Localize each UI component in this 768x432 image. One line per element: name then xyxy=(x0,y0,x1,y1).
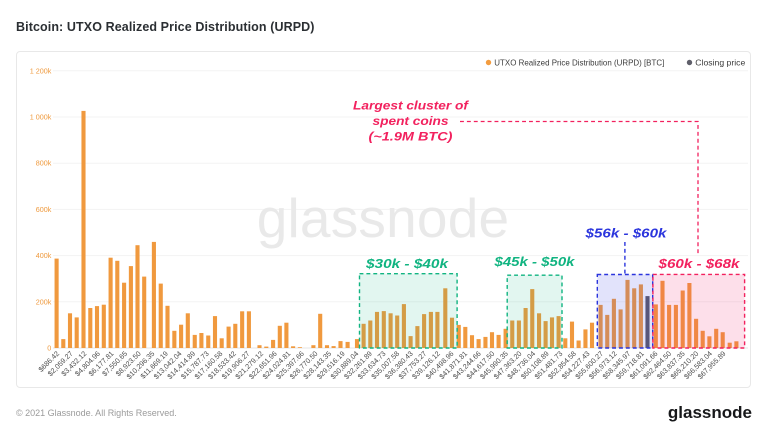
svg-text:1 200k: 1 200k xyxy=(30,66,52,75)
svg-text:(~1.9M BTC): (~1.9M BTC) xyxy=(369,131,453,143)
svg-text:400k: 400k xyxy=(36,251,52,260)
svg-text:$45k - $50k: $45k - $50k xyxy=(493,255,575,269)
svg-text:glassnode: glassnode xyxy=(257,187,510,249)
svg-text:UTXO Realized Price Distributi: UTXO Realized Price Distribution (URPD) … xyxy=(494,58,664,68)
svg-text:$30k - $40k: $30k - $40k xyxy=(365,257,450,271)
svg-text:$56k - $60k: $56k - $60k xyxy=(584,227,667,241)
svg-text:600k: 600k xyxy=(36,205,52,214)
svg-text:800k: 800k xyxy=(36,159,52,168)
svg-text:200k: 200k xyxy=(36,297,52,306)
svg-text:spent coins: spent coins xyxy=(373,116,449,128)
svg-text:Closing price: Closing price xyxy=(695,58,745,68)
svg-text:Largest cluster of: Largest cluster of xyxy=(353,101,469,113)
svg-text:$60k - $68k: $60k - $68k xyxy=(657,257,740,271)
svg-text:0: 0 xyxy=(47,344,51,353)
svg-text:1 000k: 1 000k xyxy=(30,113,52,122)
